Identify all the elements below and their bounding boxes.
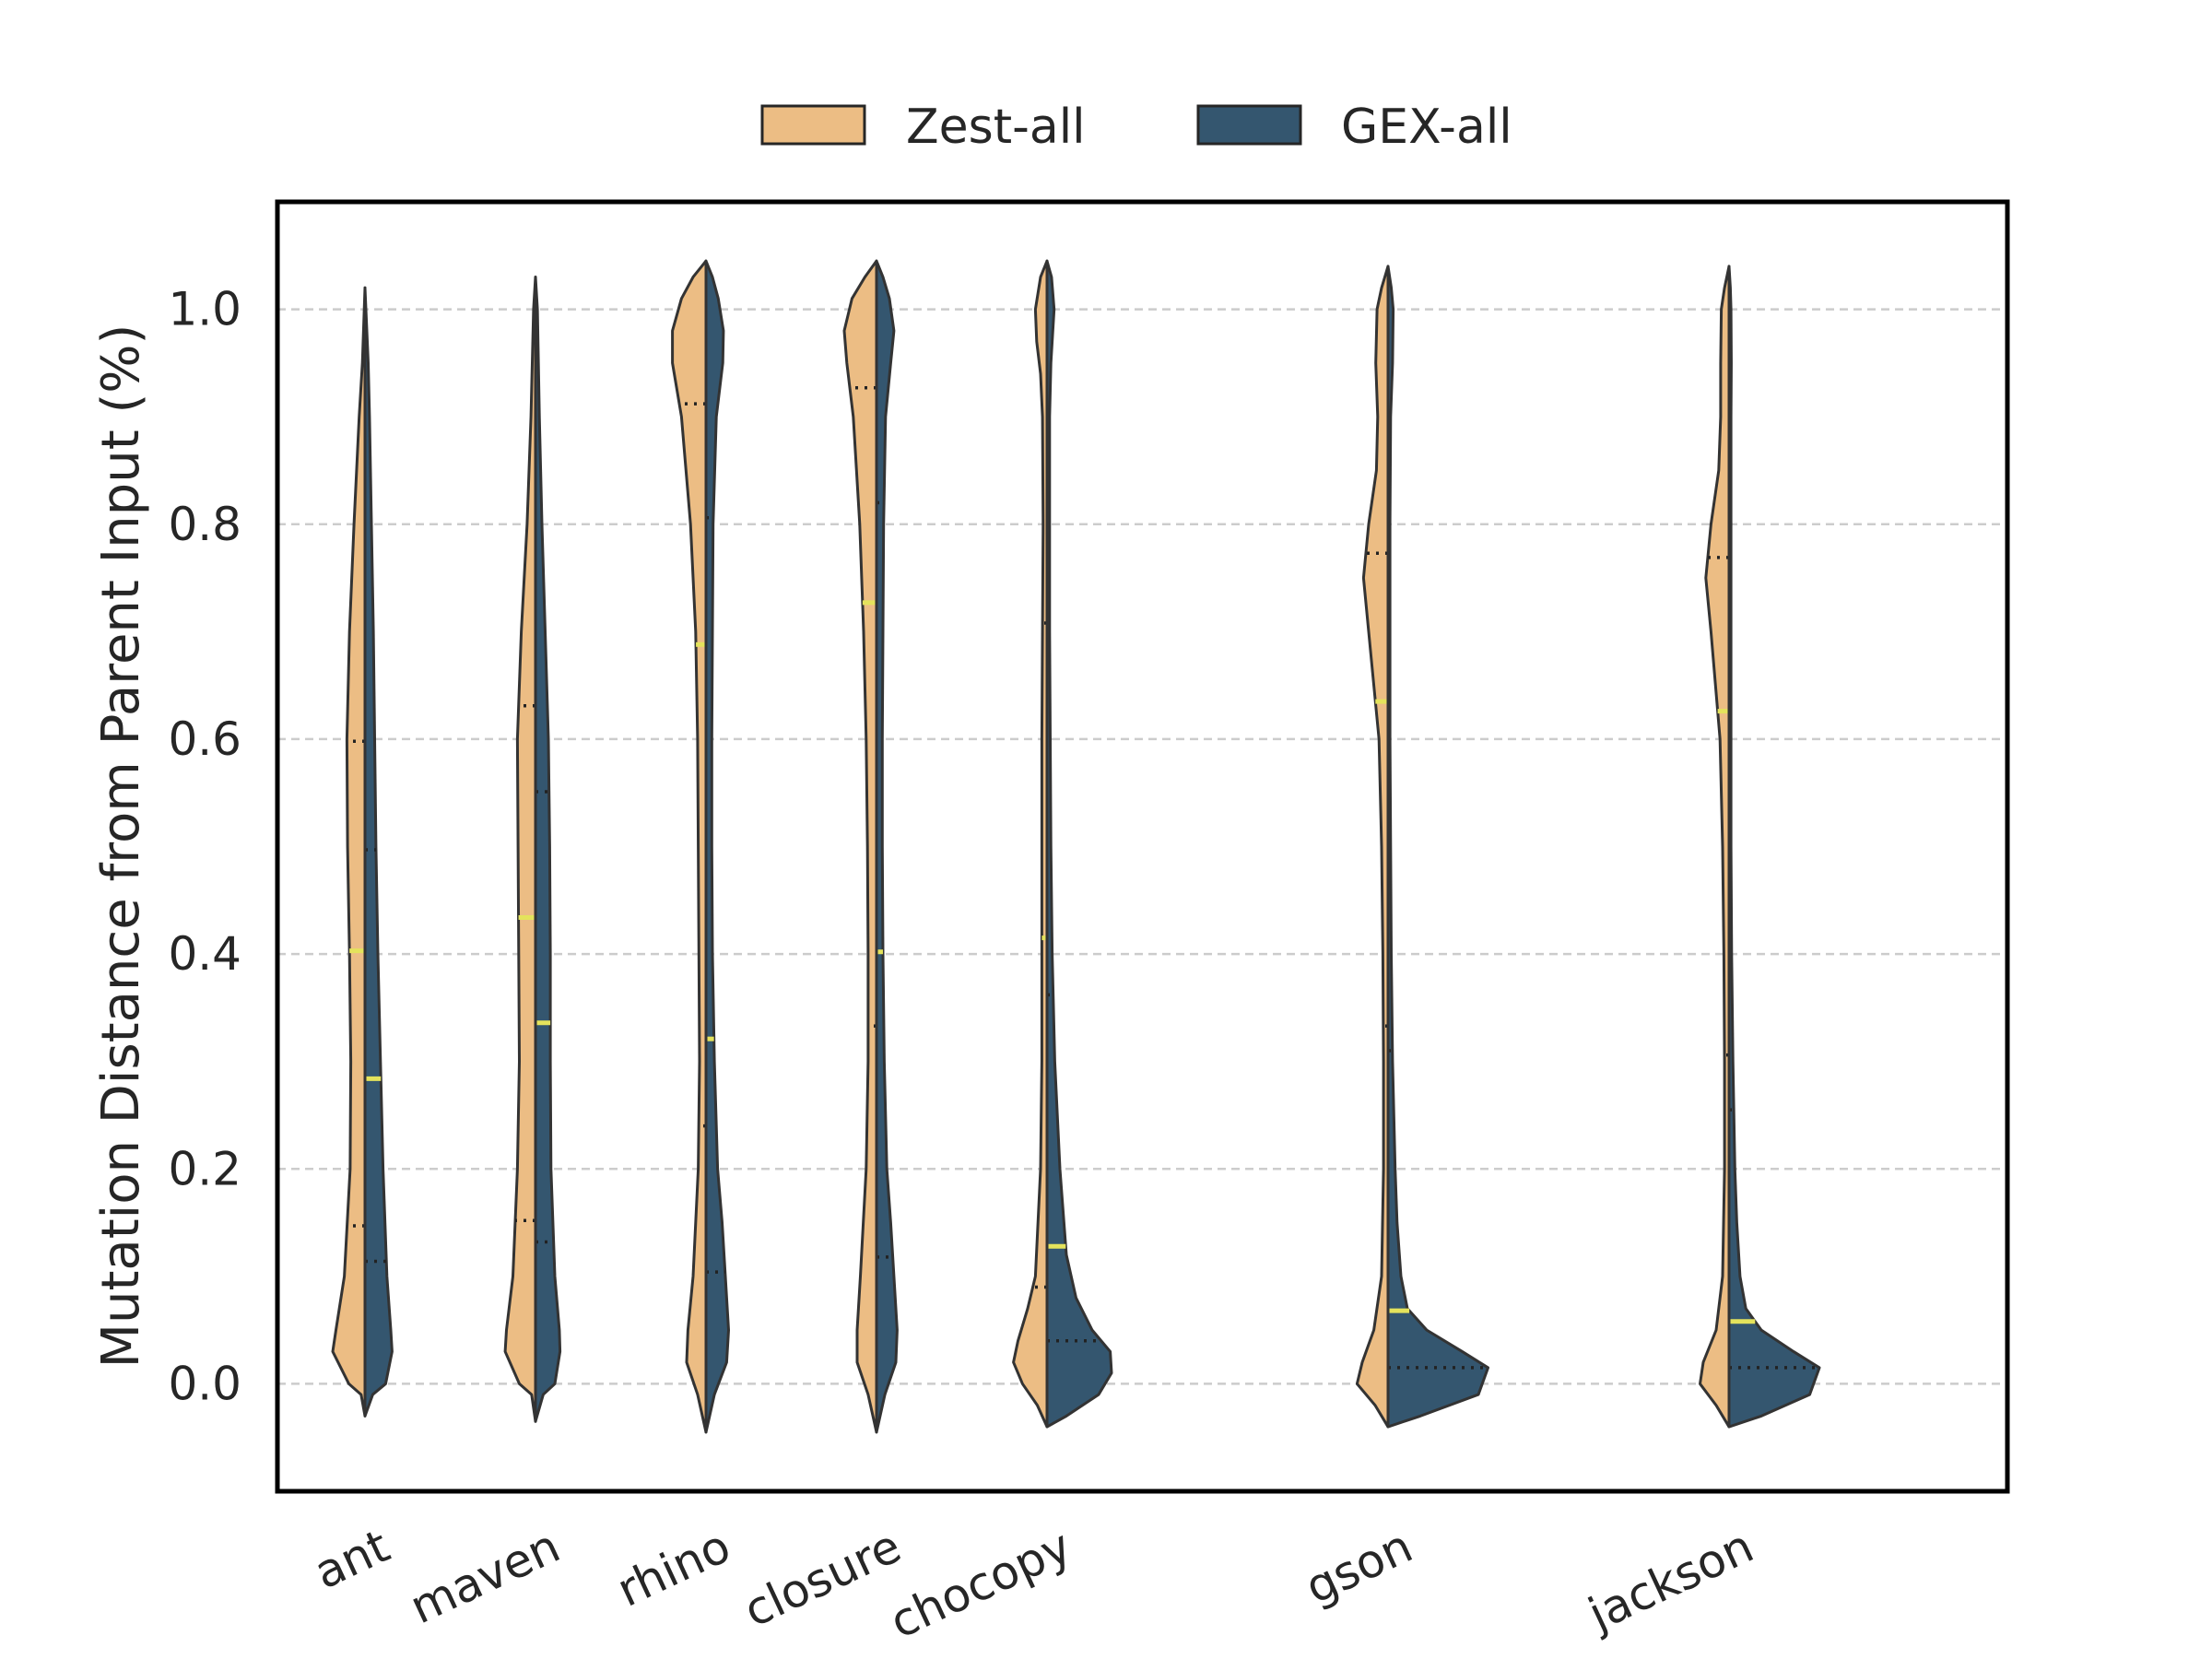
x-tick-label-chocopy: chocopy [882,1519,1079,1649]
y-axis-ticks: 0.0 0.2 0.4 0.6 0.8 1.0 [168,283,241,1411]
y-tick-label-2: 0.4 [168,927,241,981]
violin-jackson-left [1699,265,1731,1429]
violin-maven-left [503,276,537,1423]
violin-plots [331,259,1821,1434]
violin-body-ant-left [331,286,367,1418]
y-tick-label-1: 0.2 [168,1142,241,1195]
violin-chocopy-left [1012,259,1049,1429]
violin-closure-right [875,259,899,1434]
violin-rhino-right [704,259,730,1434]
legend-swatch-gex-all [1196,104,1302,146]
violin-body-maven-left [503,276,537,1423]
y-tick-label-5: 1.0 [168,283,241,336]
violin-body-jackson-right [1727,265,1821,1429]
violin-body-closure-left [842,259,878,1434]
violin-rhino-left [671,259,708,1434]
violin-body-rhino-right [704,259,730,1434]
violin-closure-left [842,259,878,1434]
violin-body-chocopy-right [1045,259,1113,1429]
violin-body-maven-right [534,276,562,1423]
x-tick-label-ant: ant [306,1519,397,1599]
x-tick-label-jackson: jackson [1580,1519,1761,1641]
violin-chocopy-right [1045,259,1113,1429]
legend: Zest-all GEX-all [760,100,1512,155]
plot-frame [275,199,2010,1494]
x-tick-label-gson: gson [1298,1519,1420,1614]
violin-maven-right [534,276,562,1423]
y-tick-label-4: 0.8 [168,498,241,551]
violin-body-rhino-left [671,259,708,1434]
violin-body-ant-right [363,286,394,1418]
legend-label-zest-all: Zest-all [906,100,1086,155]
x-tick-label-maven: maven [402,1519,568,1634]
y-tick-label-0: 0.0 [168,1357,241,1410]
y-tick-label-3: 0.6 [168,712,241,766]
violin-body-closure-right [875,259,899,1434]
y-axis-title: Mutation Distance from Parent Input (%) [91,324,151,1369]
violin-body-gson-left [1355,265,1390,1429]
violin-ant-left [331,286,367,1418]
violin-body-gson-right [1386,265,1489,1429]
x-tick-label-rhino: rhino [609,1519,738,1617]
violin-body-chocopy-left [1012,259,1049,1429]
violin-body-jackson-left [1699,265,1731,1429]
x-tick-label-closure: closure [735,1519,909,1638]
legend-swatch-zest-all [760,104,866,146]
violin-jackson-right [1727,265,1821,1429]
legend-label-gex-all: GEX-all [1341,100,1512,155]
violin-gson-left [1355,265,1390,1429]
violin-gson-right [1386,265,1489,1429]
violin-ant-right [363,286,394,1418]
